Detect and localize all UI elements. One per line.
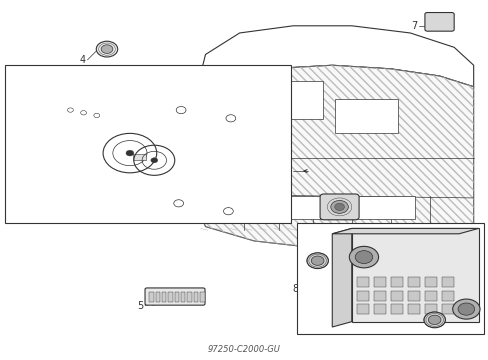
Bar (133, 154, 145, 160)
Bar (390, 305, 402, 315)
Bar (244, 196, 331, 220)
Text: 1: 1 (284, 166, 290, 176)
Circle shape (311, 256, 324, 265)
Text: 3: 3 (68, 103, 75, 113)
Bar (351, 228, 478, 321)
Bar (373, 305, 385, 315)
Bar (441, 305, 453, 315)
Text: 9: 9 (315, 272, 321, 282)
Circle shape (348, 246, 378, 268)
Bar (174, 292, 179, 302)
Bar (441, 291, 453, 301)
Text: 97250-C2000-GU: 97250-C2000-GU (207, 345, 281, 354)
Bar (334, 99, 397, 134)
Circle shape (96, 41, 118, 57)
Circle shape (151, 158, 158, 163)
Bar (187, 292, 191, 302)
FancyBboxPatch shape (220, 137, 273, 169)
Bar (149, 292, 154, 302)
Text: 6: 6 (323, 202, 329, 212)
Bar (227, 81, 322, 119)
Bar (424, 277, 436, 287)
FancyBboxPatch shape (320, 194, 358, 220)
Bar (373, 277, 385, 287)
Circle shape (354, 251, 372, 264)
Text: 2: 2 (7, 141, 13, 151)
Circle shape (173, 200, 183, 207)
Bar (441, 277, 453, 287)
Bar (390, 277, 402, 287)
Bar (168, 292, 172, 302)
Polygon shape (185, 65, 473, 248)
Bar (162, 292, 166, 302)
Text: 8: 8 (291, 284, 298, 294)
Bar (424, 305, 436, 315)
Circle shape (223, 208, 233, 215)
Text: 7: 7 (410, 21, 417, 31)
Bar (356, 291, 368, 301)
Bar (390, 291, 402, 301)
Circle shape (427, 315, 440, 324)
Bar (200, 292, 204, 302)
Bar (407, 305, 419, 315)
Polygon shape (331, 228, 478, 234)
Bar (424, 291, 436, 301)
Circle shape (334, 203, 344, 211)
Text: 5: 5 (137, 301, 143, 311)
Bar (4, 65, 290, 223)
Polygon shape (331, 228, 351, 327)
Bar (373, 291, 385, 301)
FancyBboxPatch shape (424, 13, 453, 31)
Bar (156, 292, 160, 302)
Bar (407, 291, 419, 301)
Text: 4: 4 (80, 55, 86, 65)
Bar (407, 277, 419, 287)
Circle shape (126, 150, 134, 156)
FancyBboxPatch shape (145, 288, 204, 305)
Circle shape (101, 45, 113, 53)
Circle shape (306, 253, 328, 269)
Circle shape (225, 115, 235, 122)
Circle shape (176, 107, 185, 114)
Bar (341, 196, 414, 220)
Bar (181, 292, 185, 302)
Circle shape (452, 299, 479, 319)
Bar (297, 223, 484, 334)
Circle shape (330, 201, 347, 213)
Bar (193, 292, 198, 302)
Circle shape (423, 312, 445, 328)
Bar (356, 305, 368, 315)
Circle shape (457, 303, 474, 315)
Bar (356, 277, 368, 287)
